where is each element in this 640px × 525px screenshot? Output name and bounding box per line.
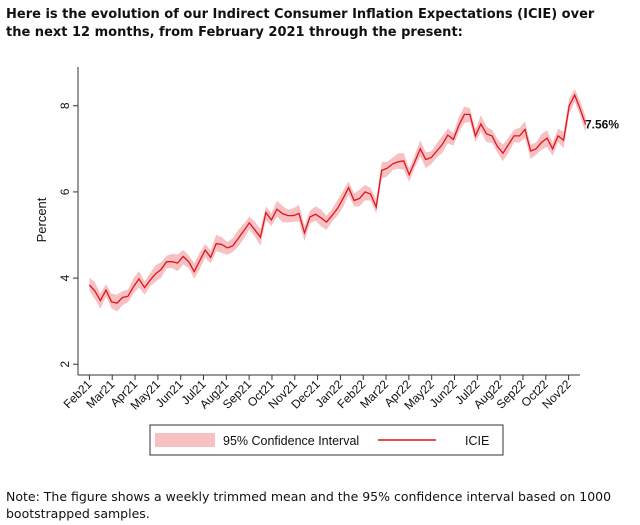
chart-legend: 95% Confidence Interval ICIE bbox=[149, 424, 504, 456]
figure-note: Note: The figure shows a weekly trimmed … bbox=[6, 489, 612, 521]
confidence-interval-band bbox=[89, 88, 586, 312]
y-tick-label: 4 bbox=[58, 274, 72, 281]
plot-area bbox=[88, 88, 587, 312]
last-value-label: 7.56% bbox=[585, 118, 619, 132]
y-tick-label: 6 bbox=[58, 188, 72, 195]
chart-container: 2 4 6 8 Feb21 Mar21 Apr21 May21 Jun21 Jul21 Aug21… bbox=[0, 55, 640, 475]
icie-line-chart: 2 4 6 8 Feb21Mar21Apr21May21Jun21Jul21Aug21… bbox=[34, 67, 619, 456]
legend-icie-label: ICIE bbox=[465, 434, 489, 448]
icie-series-line bbox=[88, 93, 587, 304]
y-tick-label: 2 bbox=[58, 361, 72, 368]
legend-ci-swatch bbox=[155, 433, 215, 447]
x-ticks: Feb21Mar21Apr21May21Jun21Jul21Aug21Sep21… bbox=[61, 375, 574, 413]
y-axis-label: Percent bbox=[34, 197, 49, 242]
legend-ci-label: 95% Confidence Interval bbox=[223, 434, 359, 448]
y-tick-label: 8 bbox=[58, 102, 72, 109]
page-heading: Here is the evolution of our Indirect Co… bbox=[6, 7, 595, 40]
y-ticks: 2 4 6 8 bbox=[58, 102, 78, 368]
axes bbox=[77, 67, 580, 376]
